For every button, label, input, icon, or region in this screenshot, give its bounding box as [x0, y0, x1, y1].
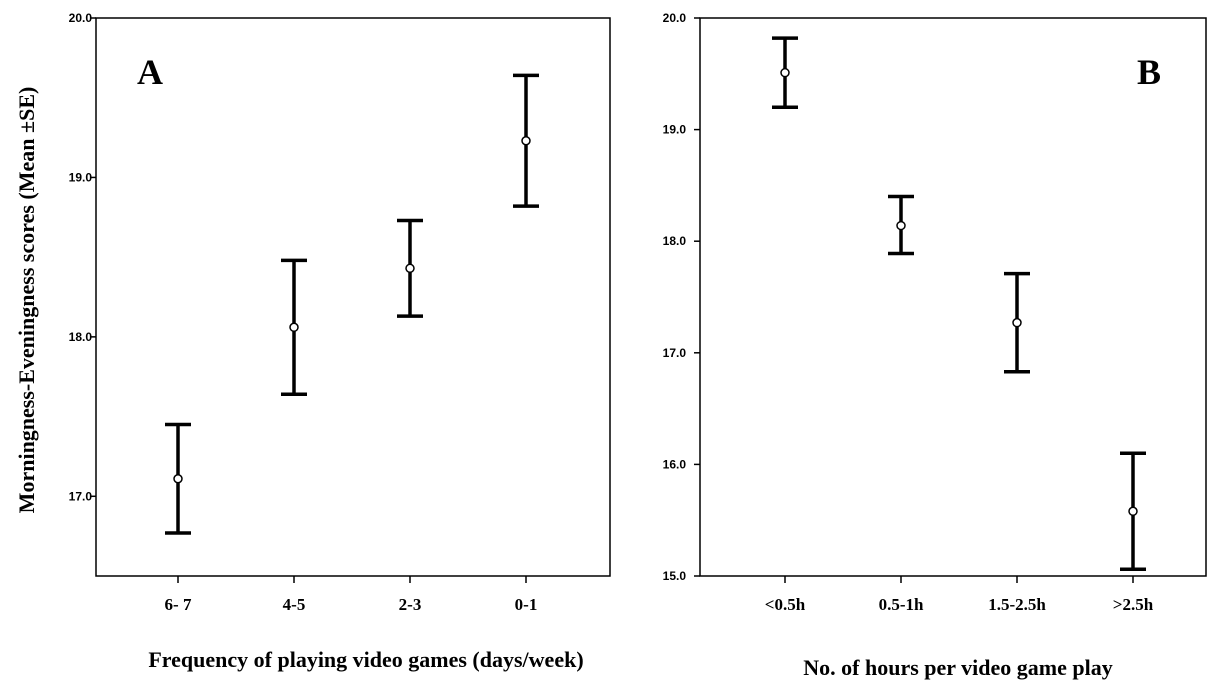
- panel-a-x-tick-label: 0-1: [515, 595, 538, 614]
- panel-b-x-tick-label: 0.5-1h: [879, 595, 924, 614]
- panel-a-x-tick-label: 4-5: [283, 595, 306, 614]
- panel-b-x-tick-label: 1.5-2.5h: [988, 595, 1046, 614]
- panel-b-label: B: [1137, 52, 1161, 92]
- panel-b-x-axis-label: No. of hours per video game play: [803, 655, 1112, 680]
- panel-b-y-tick-label: 20.0: [663, 11, 687, 25]
- panel-a-x-ticks: 6- 7 4-5 2-3 0-1: [165, 576, 538, 614]
- panel-a-x-tick-label: 2-3: [399, 595, 422, 614]
- panel-b-x-tick-label: <0.5h: [765, 595, 806, 614]
- panel-a-label: A: [137, 52, 163, 92]
- panel-b-y-tick-label: 19.0: [663, 123, 687, 137]
- panel-a-y-ticks: 17.0 18.0 19.0 20.0: [69, 11, 96, 503]
- panel-b-mean-point: [780, 67, 790, 78]
- panel-b-y-tick-label: 15.0: [663, 569, 687, 583]
- y-axis-label: Morningness-Eveningness scores (Mean ±SE…: [14, 87, 39, 514]
- panel-a-mean-point: [521, 136, 531, 146]
- panel-b: B 15.0 16.0 17.0 18.0 19.0 20.0 <0.5h 0.5-1h 1.…: [663, 11, 1207, 680]
- panel-a-y-tick-label: 20.0: [69, 11, 93, 25]
- panel-a-mean-point: [289, 322, 299, 333]
- panel-a-x-tick-label: 6- 7: [165, 595, 192, 614]
- panel-b-mean-point: [1012, 317, 1022, 328]
- panel-a-frame: [95, 17, 611, 577]
- panel-b-y-tick-label: 17.0: [663, 346, 687, 360]
- panel-b-x-tick-label: >2.5h: [1113, 595, 1154, 614]
- panel-a-y-tick-label: 17.0: [69, 489, 93, 503]
- panel-a-mean-point: [173, 473, 183, 484]
- panel-b-error-bars: [772, 36, 1146, 572]
- panel-a-error-bars: [165, 73, 539, 535]
- panel-b-y-tick-label: 16.0: [663, 457, 687, 471]
- panel-b-y-tick-label: 18.0: [663, 234, 687, 248]
- panel-a-mean-point: [405, 263, 415, 274]
- panel-b-mean-point: [1128, 506, 1138, 517]
- panel-b-frame: [699, 17, 1207, 577]
- panel-a-y-tick-label: 19.0: [69, 170, 93, 184]
- panel-b-x-ticks: <0.5h 0.5-1h 1.5-2.5h >2.5h: [765, 576, 1154, 614]
- panel-b-y-ticks: 15.0 16.0 17.0 18.0 19.0 20.0: [663, 11, 700, 583]
- panel-a-x-axis-label: Frequency of playing video games (days/w…: [148, 647, 583, 672]
- panel-a-y-tick-label: 18.0: [69, 330, 93, 344]
- panel-a: A 17.0 18.0 19.0 20.0 6- 7 4-5 2-3 0-1 Frequen…: [69, 11, 611, 672]
- panel-b-mean-point: [896, 220, 906, 231]
